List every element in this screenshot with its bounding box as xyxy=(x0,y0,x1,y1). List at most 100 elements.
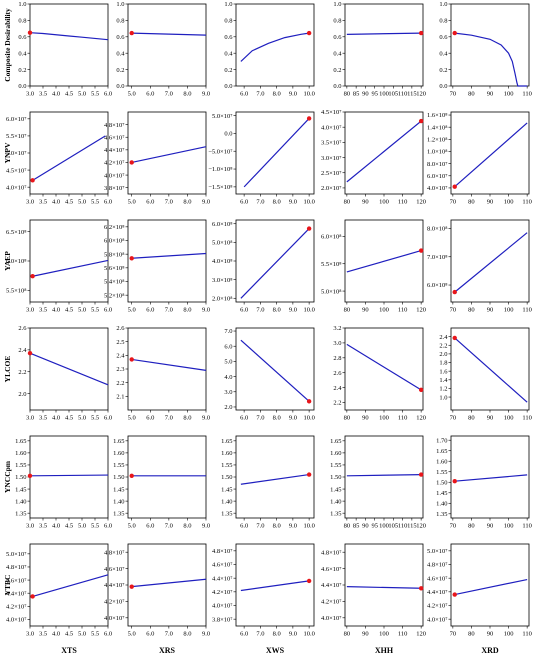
y-tick-label: 0.8 xyxy=(116,18,124,25)
optimum-marker xyxy=(452,30,457,36)
x-tick-label: 4.5 xyxy=(65,199,73,206)
subplot: 80 90 100 110 120 2.2 2.4 2.6 2.8 3.0 3.2 xyxy=(333,325,426,421)
y-tick-label: 6.0×10⁸ xyxy=(321,234,342,241)
subplot: 3.0 3.5 4.0 4.5 5.0 5.5 6.0 0.0 0.2 0.4 0.6 0.8 1.0 xyxy=(18,1,112,97)
y-tick-label: 4.8×10⁷ xyxy=(321,549,342,556)
x-tick-label: 120 xyxy=(416,199,426,206)
y-tick-label: 5.0×10⁸ xyxy=(212,240,233,247)
y-tick-label: 4.0×10⁸ xyxy=(212,258,233,265)
series-line xyxy=(240,228,310,299)
y-tick-label: 6.2×10⁸ xyxy=(104,224,125,231)
plot-frame xyxy=(235,111,315,195)
x-tick-label: 10.0 xyxy=(303,199,314,206)
y-tick-label: 3.5×10⁷ xyxy=(321,140,342,147)
y-tick-label: 4.6×10⁷ xyxy=(427,575,448,582)
series-line xyxy=(346,586,422,589)
x-tick-label: 90 xyxy=(362,631,369,638)
x-tick-label: 120 xyxy=(416,523,426,530)
y-tick-label: 4.0×10⁷ xyxy=(321,124,342,131)
x-tick-label: 110 xyxy=(522,631,532,638)
optimum-marker xyxy=(129,357,134,362)
y-tick-label: 4.0×10⁷ xyxy=(427,185,448,192)
x-tick-label: 9.0 xyxy=(202,415,210,422)
y-tick-label: 0.4 xyxy=(439,50,448,57)
x-tick-label: 7.0 xyxy=(256,91,264,98)
y-tick-label: 1.55 xyxy=(221,462,232,469)
x-tick-label: 90 xyxy=(487,631,494,638)
y-tick-label: 0.0 xyxy=(116,83,124,90)
y-tick-label: 5.5×10⁸ xyxy=(321,261,342,268)
y-tick-label: 4.2×10⁷ xyxy=(212,589,233,596)
x-tick-label: 8.0 xyxy=(273,631,281,638)
y-tick-label: 4.0×10⁷ xyxy=(6,617,27,624)
y-tick-label: 0.6 xyxy=(18,34,27,41)
x-tick-label: 120 xyxy=(416,307,426,314)
col-labels: XTS XRS XWS XHH XRD xyxy=(61,646,499,655)
y-tick-label: 2.0×10⁷ xyxy=(321,185,342,192)
series-line xyxy=(240,339,310,402)
subplot: 3.0 3.5 4.0 4.5 5.0 5.5 6.0 4.0×10⁷ 4.5×10⁷ 5.0×1… xyxy=(6,111,112,206)
series-line xyxy=(346,250,422,273)
y-tick-label: 1.40 xyxy=(436,500,447,507)
x-tick-label: 110 xyxy=(398,307,408,314)
y-tick-label: 1.2 xyxy=(439,386,447,393)
x-tick-label: 8.0 xyxy=(183,199,191,206)
y-tick-label: 4.4×10⁷ xyxy=(212,575,233,582)
y-tick-label: 1.40 xyxy=(113,498,124,505)
x-tick-label: 9.0 xyxy=(202,307,210,314)
x-tick-label: 80 xyxy=(468,631,475,638)
plot-frame xyxy=(235,219,315,303)
y-tick-label: 5.2×10⁸ xyxy=(104,292,125,299)
y-tick-label: 4.8×10⁷ xyxy=(212,548,233,555)
y-tick-label: 1.45 xyxy=(436,490,447,497)
x-tick-label: 110 xyxy=(398,199,408,206)
plot-frame xyxy=(450,3,530,87)
y-tick-label: 3.8×10⁷ xyxy=(104,185,125,192)
subplot: 3.0 3.5 4.0 4.5 5.0 5.5 6.0 5.5×10⁸ 6.0×10⁸ 6.5×1… xyxy=(6,219,112,314)
series-line xyxy=(29,352,109,386)
x-tick-label: 8.0 xyxy=(183,523,191,530)
x-tick-label: 8.0 xyxy=(183,91,191,98)
plot-frame xyxy=(29,435,109,519)
y-tick-label: 1.2×10⁸ xyxy=(427,137,448,144)
x-tick-label: 8.0 xyxy=(183,415,191,422)
y-tick-label: 6.5×10⁸ xyxy=(6,229,27,236)
x-tick-label: 90 xyxy=(487,199,494,206)
x-tick-label: 100 xyxy=(504,91,514,98)
plot-frame xyxy=(29,219,109,303)
series-line xyxy=(454,337,528,403)
y-tick-label: 1.0 xyxy=(439,1,447,8)
optimum-marker xyxy=(306,226,312,231)
y-tick-label: 1.65 xyxy=(330,438,341,445)
x-tick-label: 110 xyxy=(398,91,408,98)
subplot: 5.0 6.0 7.0 8.0 9.0 1.35 1.40 1.45 1.50 1.55 1.60 1… xyxy=(113,435,210,530)
y-tick-label: 2.4 xyxy=(333,385,342,392)
x-tick-label: 70 xyxy=(450,415,457,422)
y-tick-label: 2.2 xyxy=(116,380,124,387)
subplot: 80 85 90 95 100 105 110 115 120 0.0 0.2 0.4 0.6 0.8 1.… xyxy=(333,1,426,97)
subplot: 6.0 7.0 8.0 9.0 10.0 2.0×10⁸ 3.0×10⁸ 4.0×10⁸ 5.0… xyxy=(212,219,315,314)
x-tick-label: 90 xyxy=(362,91,369,98)
x-tick-label: 10.0 xyxy=(303,523,314,530)
optimum-marker xyxy=(30,178,35,183)
y-tick-label: 3.0×10⁷ xyxy=(321,155,342,162)
x-tick-label: 5.0 xyxy=(128,199,136,206)
y-tick-label: 1.40 xyxy=(15,498,26,505)
y-tick-label: 3.0×10⁸ xyxy=(212,277,233,284)
x-tick-label: 90 xyxy=(362,415,369,422)
x-tick-label: 6.0 xyxy=(146,415,154,422)
y-tick-label: 2.2 xyxy=(18,369,26,376)
x-tick-label: 7.0 xyxy=(165,523,173,530)
optimum-marker xyxy=(30,594,35,599)
y-tick-label: 6.0×10⁷ xyxy=(6,116,27,123)
plot-frame xyxy=(127,219,207,303)
x-tick-label: 105 xyxy=(388,523,398,530)
x-tick-label: 5.5 xyxy=(91,307,99,314)
y-tick-label: 0.8 xyxy=(224,18,232,25)
x-tick-label: 3.5 xyxy=(39,307,47,314)
series-line xyxy=(29,474,109,477)
x-tick-label: 6.0 xyxy=(240,523,248,530)
series-line xyxy=(131,578,207,588)
series-line xyxy=(346,120,422,183)
x-tick-label: 6.0 xyxy=(104,523,112,530)
